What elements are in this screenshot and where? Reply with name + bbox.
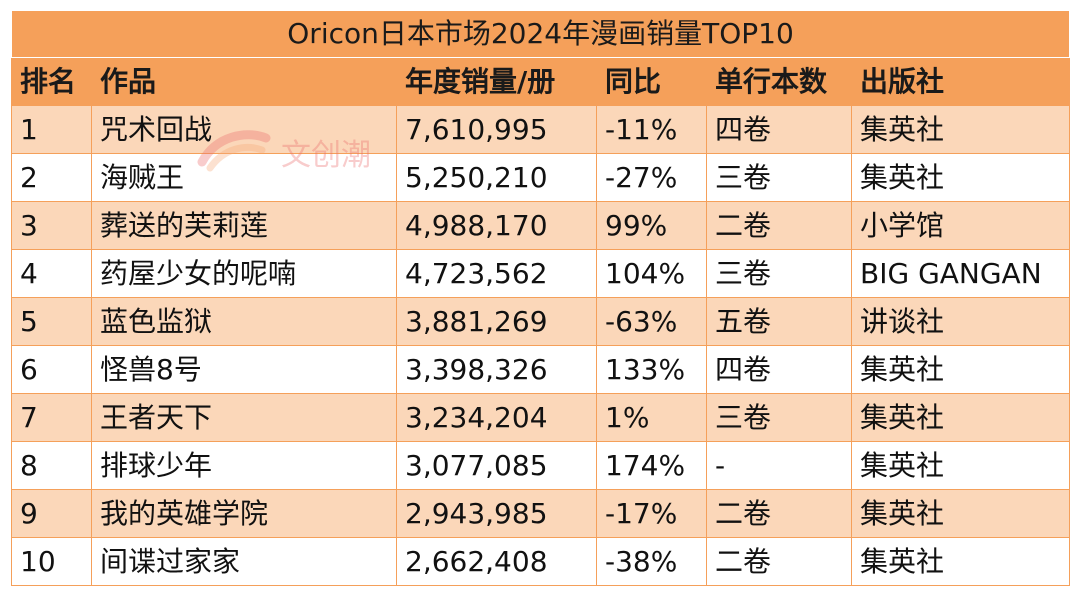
table-row: 6 怪兽8号 3,398,326 133% 四卷 集英社 [11, 345, 1071, 394]
table-cell-publisher: 讲谈社 [850, 297, 1071, 346]
table-cell-sales: 3,398,326 [396, 345, 597, 394]
table-row: 1 咒术回战 7,610,995 -11% 四卷 集英社 [11, 105, 1071, 154]
table-cell-publisher: BIG GANGAN [850, 249, 1071, 298]
table-cell-rank: 6 [11, 345, 92, 394]
table-cell-sales: 7,610,995 [396, 105, 597, 154]
table-row: 3 葬送的芙莉莲 4,988,170 99% 二卷 小学馆 [11, 201, 1071, 250]
table-cell-title: 间谍过家家 [91, 537, 397, 586]
table-cell-volumes: 四卷 [706, 345, 852, 394]
table-cell-publisher: 小学馆 [850, 201, 1071, 250]
table-cell-sales: 3,234,204 [396, 393, 597, 442]
table-row: 8 排球少年 3,077,085 174% - 集英社 [11, 441, 1071, 490]
table-cell-sales: 3,077,085 [396, 441, 597, 490]
table-cell-volumes: 三卷 [706, 393, 852, 442]
table-cell-volumes: 二卷 [706, 537, 852, 586]
table-cell-sales: 2,943,985 [396, 489, 597, 538]
table-row: 5 蓝色监狱 3,881,269 -63% 五卷 讲谈社 [11, 297, 1071, 346]
table-cell-rank: 8 [11, 441, 92, 490]
table-cell-yoy: 99% [596, 201, 707, 250]
table-cell-title: 我的英雄学院 [91, 489, 397, 538]
table-title: Oricon日本市场2024年漫画销量TOP10 [10, 10, 1071, 58]
table-cell-publisher: 集英社 [850, 441, 1071, 490]
table-cell-publisher: 集英社 [850, 393, 1071, 442]
table-cell-yoy: 104% [596, 249, 707, 298]
table-cell-rank: 3 [11, 201, 92, 250]
table-row: 9 我的英雄学院 2,943,985 -17% 二卷 集英社 [11, 489, 1071, 538]
table-cell-yoy: 174% [596, 441, 707, 490]
table-cell-yoy: -38% [596, 537, 707, 586]
table-cell-title: 王者天下 [91, 393, 397, 442]
column-header-publisher: 出版社 [850, 57, 1071, 106]
table-row: 7 王者天下 3,234,204 1% 三卷 集英社 [11, 393, 1071, 442]
table-cell-yoy: -27% [596, 153, 707, 202]
table-title-row: Oricon日本市场2024年漫画销量TOP10 [10, 10, 1071, 58]
table-cell-yoy: 133% [596, 345, 707, 394]
table-cell-title: 蓝色监狱 [91, 297, 397, 346]
table-cell-title: 咒术回战 [91, 105, 397, 154]
table-cell-sales: 4,723,562 [396, 249, 597, 298]
table-cell-rank: 1 [11, 105, 92, 154]
table-cell-volumes: 五卷 [706, 297, 852, 346]
table-cell-yoy: 1% [596, 393, 707, 442]
table-cell-publisher: 集英社 [850, 345, 1071, 394]
table-cell-title: 药屋少女的呢喃 [91, 249, 397, 298]
table-cell-sales: 2,662,408 [396, 537, 597, 586]
table-cell-rank: 2 [11, 153, 92, 202]
column-header-yoy: 同比 [596, 57, 707, 106]
table-cell-volumes: 二卷 [706, 489, 852, 538]
table-cell-sales: 3,881,269 [396, 297, 597, 346]
table-cell-title: 排球少年 [91, 441, 397, 490]
column-header-rank: 排名 [11, 57, 92, 106]
table-row: 4 药屋少女的呢喃 4,723,562 104% 三卷 BIG GANGAN [11, 249, 1071, 298]
table-cell-sales: 5,250,210 [396, 153, 597, 202]
table-cell-title: 怪兽8号 [91, 345, 397, 394]
table-cell-title: 海贼王 [91, 153, 397, 202]
table-cell-yoy: -11% [596, 105, 707, 154]
column-header-title: 作品 [91, 57, 397, 106]
table-cell-yoy: -63% [596, 297, 707, 346]
table-cell-publisher: 集英社 [850, 537, 1071, 586]
table-cell-volumes: 四卷 [706, 105, 852, 154]
table-cell-title: 葬送的芙莉莲 [91, 201, 397, 250]
column-header-volumes: 单行本数 [706, 57, 852, 106]
table-cell-rank: 7 [11, 393, 92, 442]
table-cell-volumes: 三卷 [706, 249, 852, 298]
table-cell-rank: 5 [11, 297, 92, 346]
table-row: 10 间谍过家家 2,662,408 -38% 二卷 集英社 [11, 537, 1071, 586]
table-cell-rank: 10 [11, 537, 92, 586]
table-cell-volumes: 三卷 [706, 153, 852, 202]
table-cell-yoy: -17% [596, 489, 707, 538]
table-row: 2 海贼王 5,250,210 -27% 三卷 集英社 [11, 153, 1071, 202]
table-cell-volumes: 二卷 [706, 201, 852, 250]
table-cell-rank: 9 [11, 489, 92, 538]
table-cell-publisher: 集英社 [850, 489, 1071, 538]
table-cell-publisher: 集英社 [850, 105, 1071, 154]
table-cell-sales: 4,988,170 [396, 201, 597, 250]
sales-table: Oricon日本市场2024年漫画销量TOP10 排名 作品 年度销量/册 同比… [10, 10, 1071, 586]
column-header-sales: 年度销量/册 [396, 57, 597, 106]
table-cell-publisher: 集英社 [850, 153, 1071, 202]
table-cell-volumes: - [706, 441, 852, 490]
table-header-row: 排名 作品 年度销量/册 同比 单行本数 出版社 [11, 57, 1071, 106]
table-cell-rank: 4 [11, 249, 92, 298]
